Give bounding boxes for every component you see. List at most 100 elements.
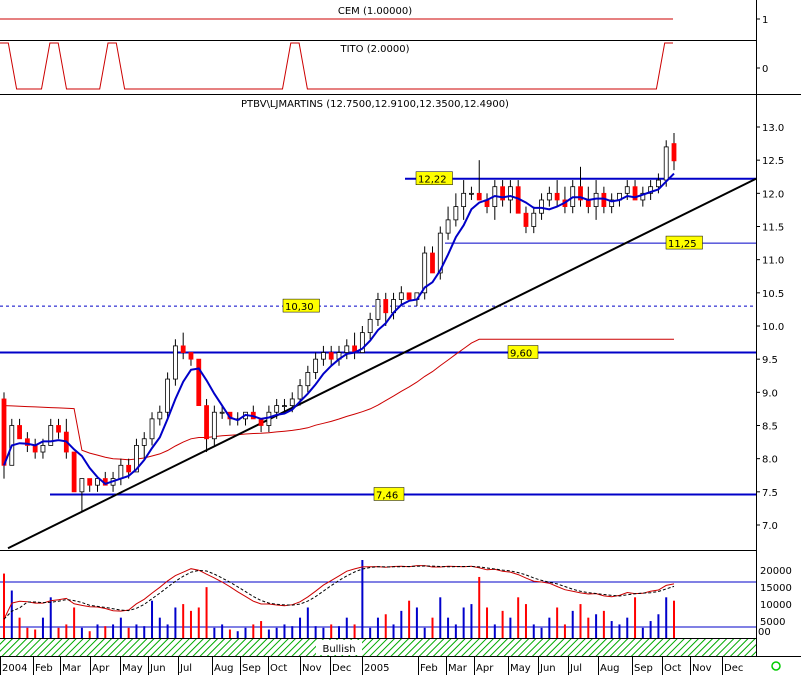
candle-body [141, 438, 147, 446]
candle-body [48, 425, 54, 446]
price-ytick-label: 12.0 [762, 189, 784, 200]
candle-body [367, 318, 373, 334]
candle-body [507, 186, 513, 201]
candle-body [398, 292, 404, 300]
candle-body [17, 425, 22, 440]
candle-body [211, 411, 217, 440]
x-tick-label: May [510, 663, 531, 674]
moving-average-long [3, 338, 674, 461]
candle-body [406, 292, 412, 300]
price-ytick-label: 8.0 [762, 455, 778, 466]
price-ytick-label: 10.0 [762, 322, 784, 333]
candle-body [165, 378, 171, 413]
level-label: 7,46 [376, 490, 398, 501]
price-ytick-label: 13.0 [762, 123, 784, 134]
candle-body [71, 451, 77, 493]
price-panel: PTBV\LJMARTINS (12.7500,12.9100,12.3500,… [0, 99, 784, 550]
tito-line [0, 42, 673, 90]
candle-body [157, 411, 163, 420]
cem-panel: CEM (1.00000) 1 [0, 6, 768, 26]
candle-body [79, 478, 85, 493]
candle-body [476, 192, 482, 201]
candle-body [609, 199, 615, 207]
candle-body [640, 192, 646, 201]
moving-average-short [3, 172, 675, 486]
candle-body [359, 332, 365, 353]
candle-body [219, 411, 225, 414]
x-tick-label: Oct [664, 663, 681, 674]
candle-body [266, 411, 272, 426]
x-tick-label: Jun [539, 663, 556, 674]
candle-body [274, 405, 280, 413]
x-tick-label: Dec [724, 663, 743, 674]
price-ytick-label: 11.5 [762, 223, 784, 234]
x-tick-label: Mar [448, 663, 468, 674]
candle-body [461, 192, 467, 207]
level-label-bg [282, 298, 320, 313]
candle-body [546, 192, 552, 201]
candle-body [126, 464, 132, 473]
x-tick-label: Sep [634, 663, 653, 674]
level-label: 11,25 [668, 239, 697, 250]
candle-body [469, 192, 474, 195]
candle-body [305, 372, 311, 387]
volume-ytick-label: 10000 [760, 600, 792, 611]
candle-body [87, 478, 93, 486]
candle-body [422, 252, 428, 294]
candle-body [313, 358, 319, 373]
candle-body [297, 385, 303, 400]
candle-body [437, 232, 443, 274]
x-tick-label: Apr [476, 663, 494, 674]
level-label-bg [415, 171, 453, 185]
candle-body [118, 464, 124, 479]
price-ytick-label: 12.5 [762, 156, 784, 167]
candle-body [1, 398, 7, 466]
x-tick-label: Mar [62, 663, 82, 674]
x-tick-label: Dec [332, 663, 351, 674]
candle-body [282, 405, 287, 408]
level-label: 9,60 [510, 349, 532, 360]
candle-body [375, 299, 381, 320]
candle-body [648, 186, 654, 194]
x-tick-label: 2005 [364, 663, 389, 674]
candle-body [196, 358, 202, 406]
candle-body [188, 352, 194, 360]
volume-bars [3, 560, 675, 638]
price-ytick-label: 11.0 [762, 256, 784, 267]
x-tick-label: Nov [302, 663, 322, 674]
stochastic-line [3, 565, 675, 620]
price-ytick-label: 7.0 [762, 521, 778, 532]
x-tick-label: Nov [692, 663, 712, 674]
price-y-axis: 7.0 7.5 8.0 8.5 9.0 9.5 10.0 10.5 11.0 11.5 12.0 12… [756, 123, 784, 532]
x-tick-label: Feb [35, 663, 53, 674]
volume-y-axis: 5000 10000 15000 20000 [760, 566, 792, 628]
price-title: PTBV\LJMARTINS (12.7500,12.9100,12.3500,… [241, 99, 509, 110]
tito-panel: TITO (2.0000) 0 [0, 42, 768, 90]
candle-body [578, 186, 583, 201]
x-tick-label: Aug [214, 663, 234, 674]
candle-body [445, 219, 451, 234]
candle-body [383, 299, 389, 314]
tito-ytick-0: 0 [762, 64, 768, 75]
level-labels: 12,22 11,25 10,30 9,60 7,46 [282, 171, 703, 501]
candle-body [554, 192, 560, 201]
price-ytick-label: 9.0 [762, 388, 778, 399]
support-resistance-lines [0, 177, 756, 496]
panel-frames [0, 0, 801, 657]
candle-body [328, 352, 334, 360]
x-tick-label: Jul [179, 663, 192, 674]
volume-extra-label: 00 [758, 627, 771, 638]
x-tick-label: Sep [242, 663, 261, 674]
tito-title: TITO (2.0000) [339, 44, 409, 55]
x-tick-label: Jun [149, 663, 166, 674]
candle-body [289, 398, 295, 407]
status-indicator-icon [771, 661, 781, 671]
price-ytick-label: 7.5 [762, 488, 778, 499]
cem-title: CEM (1.00000) [338, 6, 412, 17]
x-tick-label: 2004 [2, 663, 27, 674]
candle-body [40, 444, 46, 453]
candle-body [500, 186, 506, 201]
trend-line [7, 177, 757, 550]
candle-body [624, 186, 630, 194]
